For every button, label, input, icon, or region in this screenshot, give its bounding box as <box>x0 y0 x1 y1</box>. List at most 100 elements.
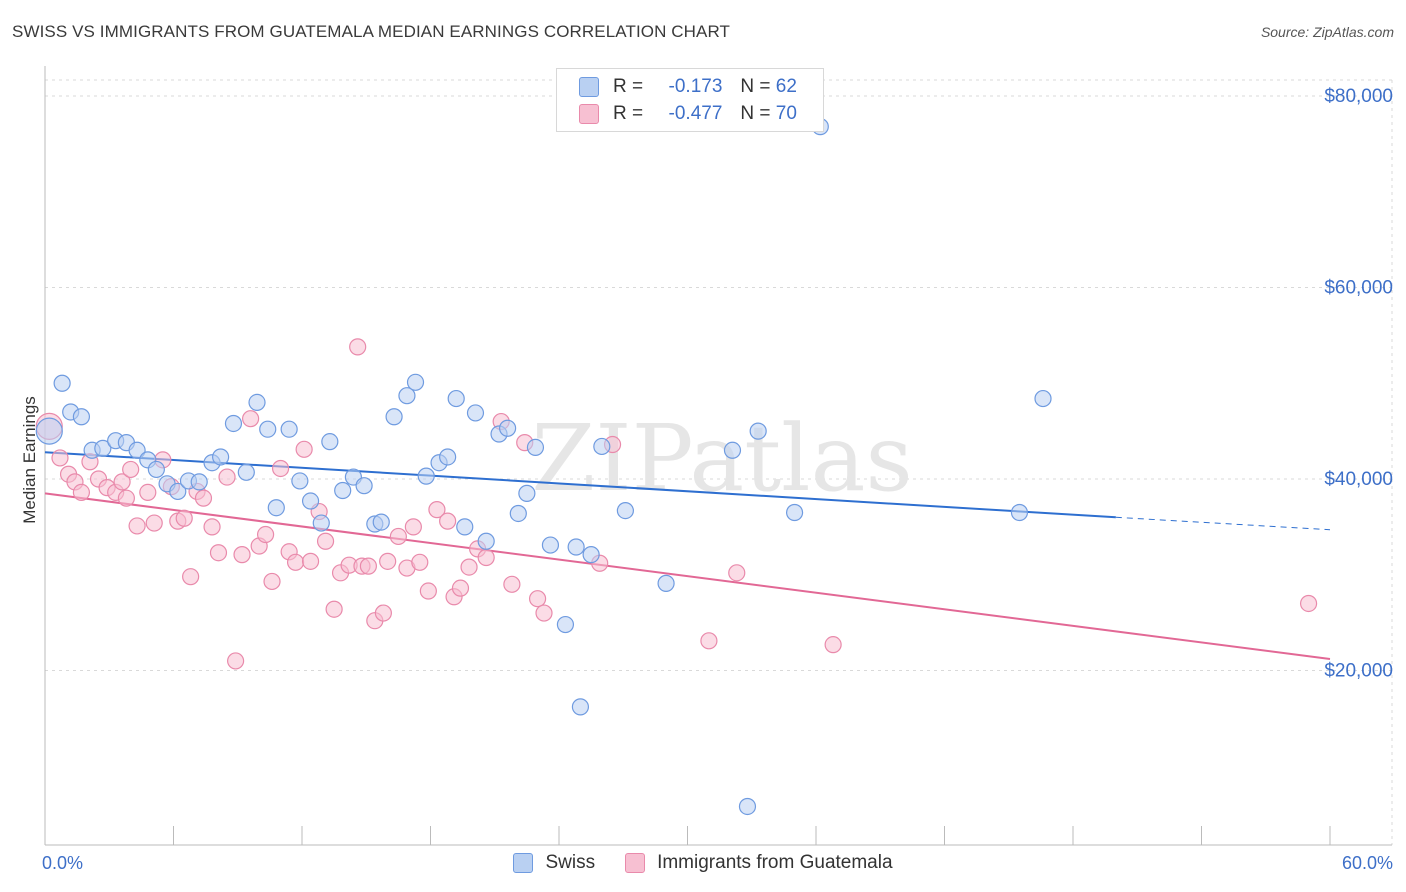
guatemala-n-value: 70 <box>775 103 797 124</box>
swiss-point <box>738 797 757 816</box>
guatemala-legend-label: Immigrants from Guatemala <box>657 852 893 873</box>
guatemala-point <box>325 600 343 618</box>
guatemala-trend-line <box>44 492 1331 661</box>
swiss-point <box>301 492 320 510</box>
guatemala-point <box>256 525 275 544</box>
guatemala-point <box>700 632 718 650</box>
swiss-r-value: -0.173 <box>668 76 723 97</box>
y-tick-label: $20,000 <box>1324 661 1393 682</box>
guatemala-point <box>263 572 281 591</box>
guatemala-point <box>349 338 367 356</box>
tick-labels: $20,000 $40,000 $60,000 $80,000 0.0% 60.0% <box>42 86 1393 873</box>
swiss-point <box>417 467 435 485</box>
y-axis-label: Median Earnings <box>20 396 39 524</box>
guatemala-point <box>117 489 135 507</box>
guatemala-point <box>128 517 146 535</box>
chart-title: SWISS VS IMMIGRANTS FROM GUATEMALA MEDIA… <box>12 22 731 41</box>
swiss-point <box>556 615 575 634</box>
swiss-point <box>749 422 767 440</box>
legend-item-guatemala: Immigrants from Guatemala <box>625 852 893 874</box>
swiss-point <box>456 518 474 536</box>
guatemala-point <box>194 489 213 507</box>
x-tick-label-max: 60.0% <box>1342 853 1393 873</box>
swiss-n-value: 62 <box>775 76 797 97</box>
swiss-point <box>312 514 330 532</box>
guatemala-point <box>316 532 335 550</box>
guatemala-point <box>51 449 69 467</box>
guatemala-swatch <box>579 104 599 124</box>
source-label: Source: ZipAtlas.com <box>1260 24 1394 40</box>
swiss-point <box>190 473 208 491</box>
swiss-point <box>1010 503 1029 522</box>
swiss-swatch <box>579 77 599 97</box>
series-legend: Swiss Immigrants from Guatemala <box>0 852 1406 874</box>
guatemala-point <box>404 518 422 536</box>
swiss-point <box>372 513 390 531</box>
guatemala-point <box>145 514 163 532</box>
guatemala-point <box>728 564 746 582</box>
swiss-point <box>248 393 266 411</box>
legend-item-swiss: Swiss <box>513 852 595 874</box>
swiss-point <box>385 408 403 426</box>
swiss-point <box>616 501 634 520</box>
guatemala-point <box>528 590 547 608</box>
y-tick-label: $80,000 <box>1324 86 1393 107</box>
swiss-point <box>280 420 298 438</box>
gridlines <box>45 79 1393 845</box>
swiss-point <box>147 460 165 479</box>
guatemala-point <box>389 527 407 546</box>
legend-row-guatemala: R = -0.477 N = 70 <box>579 102 797 126</box>
swiss-point <box>499 419 517 437</box>
guatemala-point <box>379 552 397 570</box>
guatemala-point <box>242 410 260 428</box>
swiss-point <box>657 574 675 592</box>
guatemala-point <box>271 459 290 478</box>
guatemala-point <box>286 553 305 571</box>
guatemala-r-label: R = <box>613 103 644 124</box>
guatemala-point <box>460 558 478 576</box>
guatemala-point <box>451 579 470 597</box>
guatemala-point <box>301 552 320 570</box>
swiss-point <box>785 503 804 522</box>
swiss-point <box>582 546 600 564</box>
guatemala-point <box>374 604 392 622</box>
swiss-point <box>593 437 611 456</box>
swiss-point <box>334 481 352 500</box>
swiss-point <box>291 472 309 490</box>
swiss-point <box>355 477 373 495</box>
swiss-point <box>406 373 425 391</box>
guatemala-point <box>203 518 221 536</box>
swiss-r-label: R = <box>613 76 644 97</box>
swiss-legend-label: Swiss <box>545 852 596 873</box>
guatemala-point <box>503 575 521 593</box>
guatemala-point <box>139 483 157 502</box>
guatemala-point <box>824 636 842 654</box>
swiss-point <box>53 374 71 392</box>
swiss-point <box>1034 389 1052 408</box>
swiss-point <box>321 433 339 451</box>
guatemala-point <box>122 460 140 479</box>
swiss-point <box>35 417 63 445</box>
swiss-trend-extension <box>1115 516 1331 531</box>
guatemala-point <box>113 473 131 491</box>
correlation-legend: R = -0.173 N = 62 R = -0.477 N = 70 <box>556 68 824 132</box>
y-tick-label: $60,000 <box>1324 278 1393 299</box>
swiss-point <box>571 698 590 716</box>
swiss-point <box>259 420 277 438</box>
guatemala-point <box>295 440 313 458</box>
swiss-point <box>541 536 560 554</box>
axes <box>44 66 1392 846</box>
guatemala-point <box>218 468 236 486</box>
swiss-point <box>237 463 255 481</box>
guatemala-point <box>428 501 446 519</box>
swiss-point <box>466 404 485 422</box>
swiss-point <box>224 414 243 433</box>
swiss-point <box>128 441 146 459</box>
swiss-point <box>72 408 91 426</box>
guatemala-point <box>209 544 228 562</box>
swiss-legend-swatch <box>513 853 534 873</box>
swiss-point <box>439 448 457 466</box>
guatemala-point <box>72 483 91 502</box>
data-points <box>35 118 1318 816</box>
